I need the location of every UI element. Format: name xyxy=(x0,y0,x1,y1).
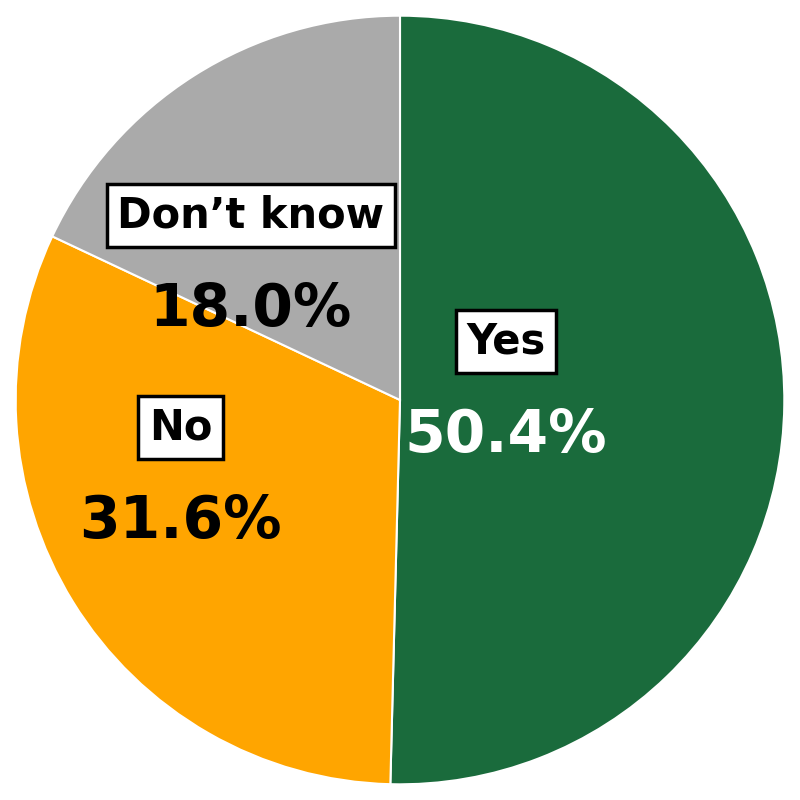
Wedge shape xyxy=(16,236,400,784)
Text: Don’t know: Don’t know xyxy=(118,194,385,237)
Text: 31.6%: 31.6% xyxy=(79,493,282,550)
Wedge shape xyxy=(52,16,400,400)
Text: 18.0%: 18.0% xyxy=(150,282,352,338)
Text: No: No xyxy=(149,406,212,449)
Wedge shape xyxy=(390,16,784,784)
Text: 50.4%: 50.4% xyxy=(405,406,607,464)
Text: Yes: Yes xyxy=(466,320,546,362)
